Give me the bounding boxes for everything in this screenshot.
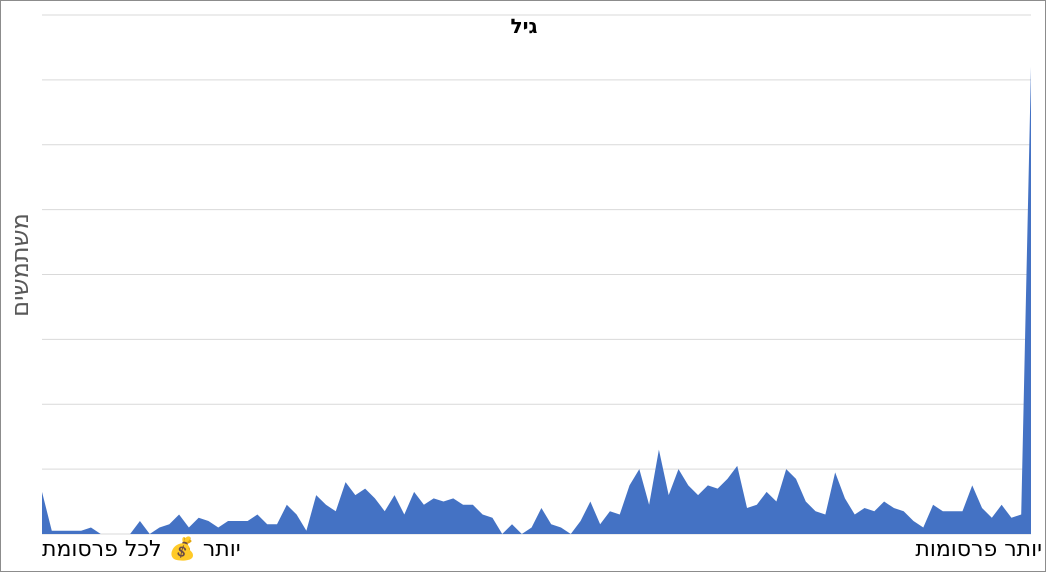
series-layer: [42, 66, 1031, 535]
chart-title: גיל: [511, 14, 538, 38]
gridlines: [42, 14, 1031, 535]
x-axis-label-left: יותר 💰 לכל פרסומת: [42, 537, 241, 562]
x-axis-label-right: יותר פרסומות: [915, 537, 1042, 562]
y-axis-label-container: משתמשים: [0, 150, 40, 380]
y-axis-label: משתמשים: [6, 213, 34, 317]
area-series: [42, 66, 1031, 535]
